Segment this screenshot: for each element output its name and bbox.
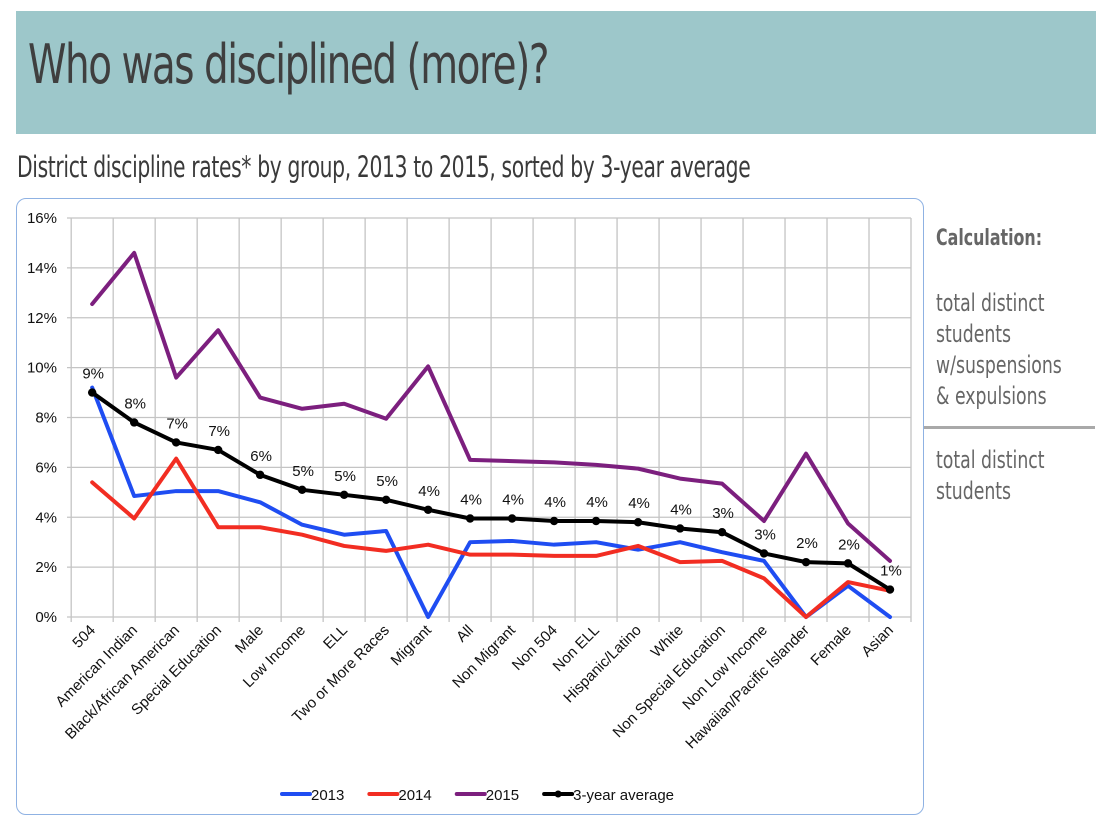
data-point-marker — [423, 505, 433, 514]
denominator-line: students — [936, 477, 1012, 505]
series-lines — [87, 250, 895, 619]
chart-subtitle: District discipline rates* by group, 201… — [17, 150, 751, 184]
y-tick-label: 4% — [35, 509, 57, 526]
data-label: 4% — [670, 501, 692, 518]
data-label: 4% — [502, 491, 524, 508]
series-line-2014 — [90, 456, 893, 619]
y-tick-label: 12% — [27, 310, 57, 327]
data-label: 5% — [334, 468, 356, 485]
data-label: 4% — [628, 495, 650, 512]
data-label: 5% — [376, 473, 398, 490]
data-point-marker — [87, 388, 97, 397]
data-labels: 9% 8% 7% 7% 6% 5% 5% 5% 4% 4% 4% 4% 4% 4% 4% 3% 3% 2% 2% 1% — [82, 366, 901, 580]
data-point-marker — [633, 518, 643, 527]
x-tick-label: All — [453, 622, 477, 646]
numerator-line: students — [936, 320, 1012, 348]
data-label: 4% — [544, 494, 566, 511]
denominator-line: total distinct — [936, 446, 1045, 474]
calculation-panel: Calculation: total distinct students w/s… — [924, 226, 1106, 505]
data-label: 2% — [838, 536, 860, 553]
y-tick-label: 6% — [35, 459, 57, 476]
numerator-line: total distinct — [936, 289, 1045, 317]
numerator-line: w/suspensions — [936, 351, 1062, 379]
data-point-marker — [297, 485, 307, 495]
data-point-marker — [339, 490, 349, 500]
data-point-marker — [801, 557, 811, 567]
x-tick-label: Female — [807, 622, 854, 669]
data-label: 5% — [292, 463, 314, 480]
x-tick-label: Asian — [858, 622, 897, 661]
calculation-denominator: total distinct students — [936, 445, 1045, 507]
data-label: 8% — [124, 395, 146, 412]
series-line-2015 — [90, 250, 893, 563]
fraction-divider — [924, 426, 1095, 429]
y-tick-label: 14% — [27, 260, 57, 277]
series-line-3-year-average — [90, 390, 893, 592]
title-banner: Who was disciplined (more)? — [16, 11, 1096, 134]
calculation-title: Calculation: — [936, 226, 1043, 251]
data-point-marker — [213, 445, 223, 455]
data-label: 7% — [208, 423, 230, 440]
y-tick-label: 0% — [35, 609, 57, 626]
legend: 2013 2014 2015 3-year average — [280, 787, 674, 804]
grid — [67, 217, 912, 622]
legend-label: 3-year average — [573, 787, 674, 804]
data-label: 3% — [712, 505, 734, 522]
calculation-numerator: total distinct students w/suspensions & … — [936, 288, 1062, 412]
y-tick-label: 8% — [35, 410, 57, 427]
y-tick-label: 2% — [35, 559, 57, 576]
data-label: 9% — [82, 366, 104, 383]
data-point-marker — [465, 514, 475, 523]
y-tick-label: 10% — [27, 360, 57, 377]
data-point-marker — [381, 495, 391, 504]
data-label: 6% — [250, 448, 272, 465]
legend-label: 2015 — [486, 787, 519, 804]
legend-label: 2013 — [311, 787, 344, 804]
legend-label: 2014 — [398, 787, 431, 804]
x-tick-label: 504 — [69, 622, 99, 652]
data-label: 2% — [796, 535, 818, 552]
x-tick-label: Hispanic/Latino — [560, 622, 645, 707]
x-tick-label: Migrant — [388, 621, 436, 669]
data-label: 4% — [460, 491, 482, 508]
data-point-marker — [675, 524, 685, 533]
data-point-marker — [759, 549, 769, 558]
y-axis: 0% 2% 4% 6% 8% 10% 12% 14% 16% — [27, 210, 57, 626]
legend-marker — [554, 790, 562, 798]
page-title: Who was disciplined (more)? — [28, 33, 550, 96]
data-point-marker — [129, 418, 139, 427]
data-label: 1% — [880, 563, 902, 580]
data-point-marker — [885, 585, 895, 594]
data-point-marker — [549, 516, 559, 526]
data-label: 4% — [586, 494, 608, 511]
x-tick-label: White — [648, 622, 687, 661]
x-tick-label: Male — [232, 622, 267, 657]
data-point-marker — [171, 438, 181, 447]
data-label: 4% — [418, 483, 440, 500]
x-tick-label: ELL — [320, 622, 351, 653]
data-point-marker — [843, 559, 853, 568]
data-point-marker — [507, 514, 517, 523]
data-label: 3% — [754, 526, 776, 543]
data-point-marker — [255, 470, 265, 480]
numerator-line: & expulsions — [936, 382, 1047, 410]
data-point-marker — [591, 516, 601, 526]
y-tick-label: 16% — [27, 210, 57, 227]
data-point-marker — [717, 528, 727, 537]
series-line-2013 — [90, 385, 893, 619]
data-label: 7% — [166, 415, 188, 432]
